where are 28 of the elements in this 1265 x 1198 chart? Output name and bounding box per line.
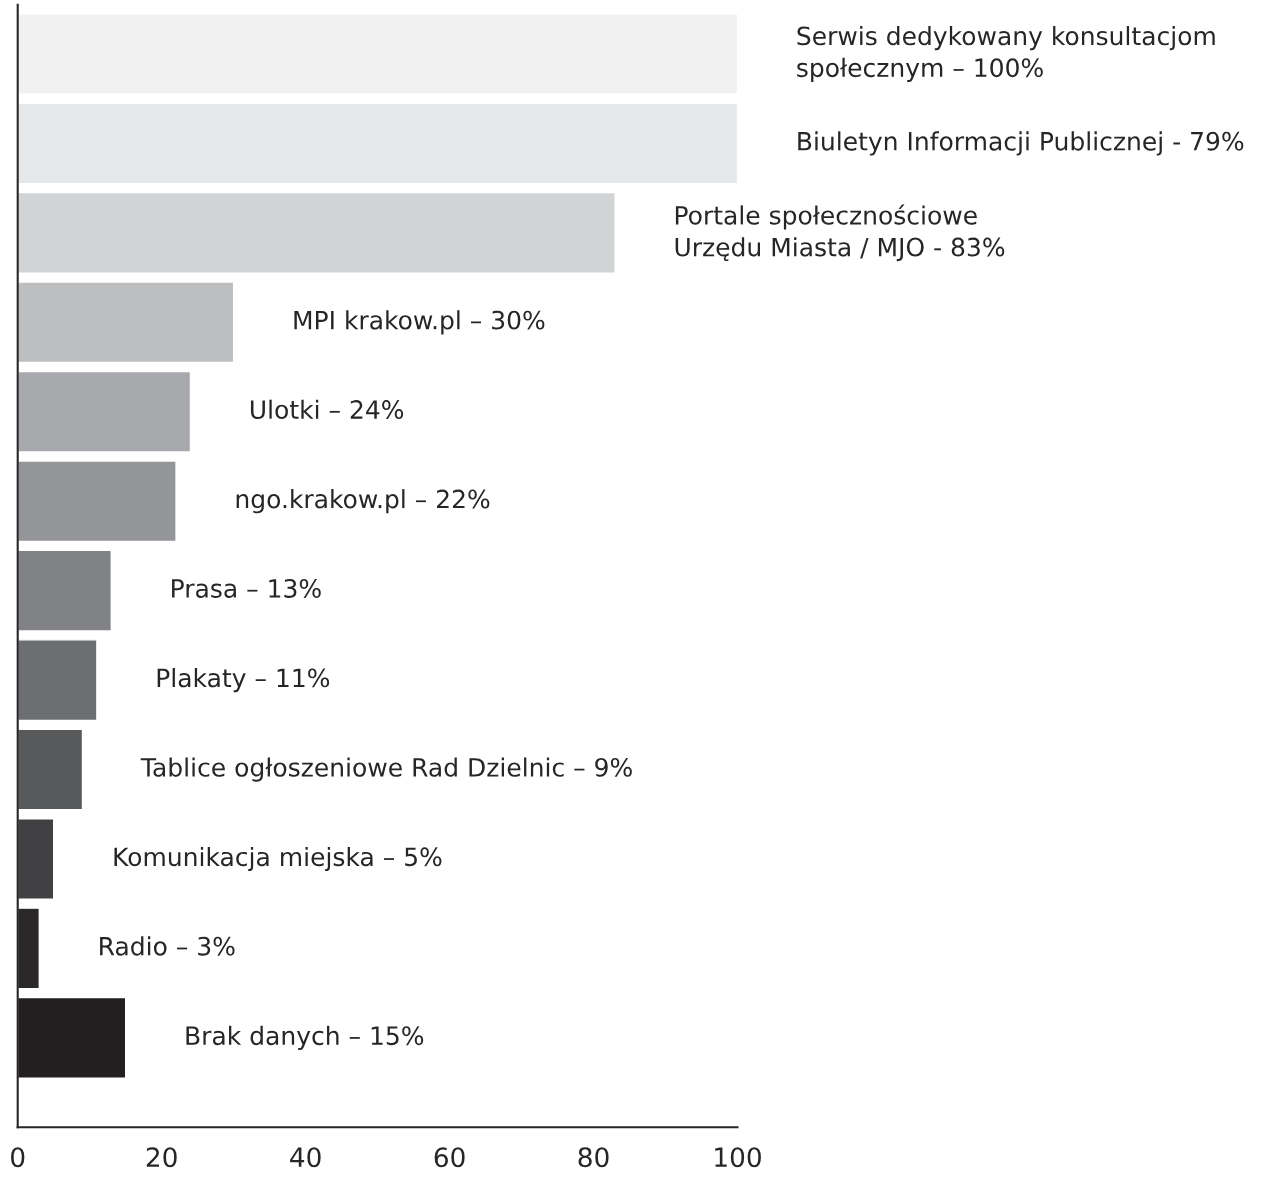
bar <box>17 102 738 185</box>
annotation: Portale społecznościowe Urzędu Miasta / MJO - 83% <box>675 204 1005 262</box>
annotation: Radio – 3% <box>100 936 235 956</box>
bar <box>17 728 84 811</box>
annotation: Serwis dedykowany konsultacjom społecznym – 100% <box>797 25 1215 82</box>
bar <box>17 370 192 453</box>
annotation: Komunikacja miejska – 5% <box>114 846 442 872</box>
x-tick-label: 100 <box>715 1147 761 1168</box>
annotation: ngo.krakow.pl – 22% <box>236 489 490 514</box>
annotation: MPI krakow.pl – 30% <box>294 310 545 335</box>
bar <box>17 549 112 632</box>
x-tick-label: 80 <box>578 1147 609 1168</box>
bar <box>17 460 177 543</box>
x-tick-label: 40 <box>290 1147 321 1168</box>
annotation: Prasa – 13% <box>172 579 321 598</box>
bar <box>17 191 616 274</box>
annotation: Brak danych – 15% <box>186 1025 424 1050</box>
x-tick-label: 20 <box>146 1147 177 1168</box>
bar <box>17 818 55 900</box>
x-tick-label: 60 <box>434 1147 465 1168</box>
bar <box>17 281 235 364</box>
annotation: Ulotki – 24% <box>250 399 404 420</box>
annotation: Tablice ogłoszeniowe Rad Dzielnic – 9% <box>140 757 632 782</box>
annotation: Plakaty – 11% <box>157 668 330 693</box>
annotation: Biuletyn Informacji Publicznej - 79% <box>798 131 1244 156</box>
bar <box>17 13 738 95</box>
x-tick-label: 0 <box>11 1147 25 1168</box>
bar <box>17 639 98 722</box>
